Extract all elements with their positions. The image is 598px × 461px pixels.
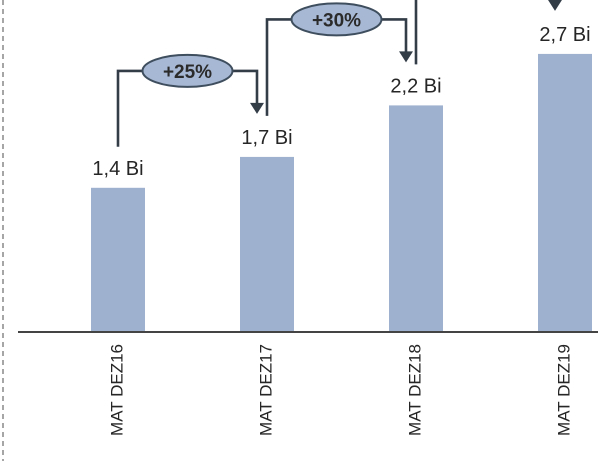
growth-connector-3 — [414, 0, 557, 65]
growth-badge-label-1: +25% — [163, 62, 212, 83]
x-tick-label-3: MAT DEZ18 — [405, 344, 424, 436]
value-label-2: 1,7 Bi — [241, 127, 292, 149]
growth-badge-label-2: +30% — [312, 10, 361, 31]
x-tick-label-1: MAT DEZ16 — [107, 344, 126, 436]
value-labels-group: 1,4 Bi 1,7 Bi 2,2 Bi 2,7 Bi — [92, 24, 590, 180]
bars-group — [91, 53, 592, 333]
bar-4 — [538, 53, 592, 333]
bar-2 — [240, 156, 294, 332]
x-tick-label-2: MAT DEZ17 — [256, 344, 275, 436]
value-label-1: 1,4 Bi — [92, 158, 143, 180]
growth-badges-group: +25% +30% — [141, 2, 383, 88]
bar-3 — [389, 105, 443, 333]
x-tick-labels-group: MAT DEZ16 MAT DEZ17 MAT DEZ18 MAT DEZ19 — [107, 344, 573, 436]
growth-arrow-1 — [250, 102, 264, 114]
growth-arrow-3 — [548, 0, 562, 11]
value-label-3: 2,2 Bi — [390, 75, 441, 97]
growth-arrow-2 — [399, 51, 413, 63]
x-tick-label-4: MAT DEZ19 — [554, 344, 573, 436]
growth-badge-2 — [290, 2, 383, 37]
value-label-4: 2,7 Bi — [539, 24, 590, 46]
bar-1 — [91, 187, 145, 332]
growth-badge-1 — [141, 53, 234, 88]
